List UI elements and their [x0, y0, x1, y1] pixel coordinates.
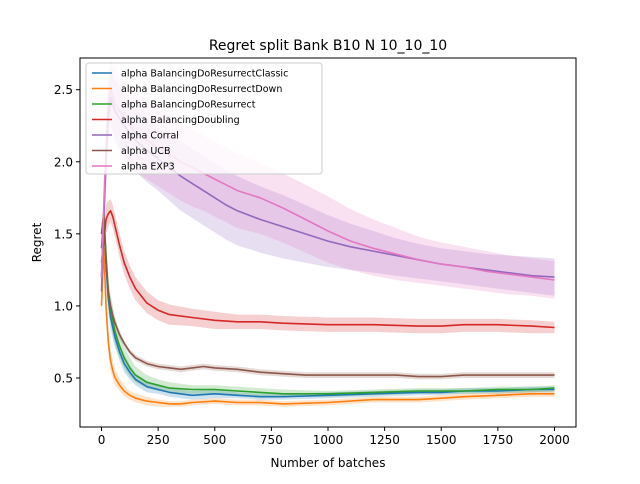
- legend-label-alpha-exp3: alpha EXP3: [121, 162, 175, 173]
- line-alpha-balancingdoresurrectclassic: [100, 218, 555, 398]
- chart-title: Regret split Bank B10 N 10_10_10: [209, 38, 447, 54]
- line-alpha-balancingdoubling: [100, 210, 555, 329]
- x-tick-label: 0: [98, 433, 106, 447]
- y-axis-ticks: 0.5 1.0 1.5 2.0 2.5: [54, 83, 80, 385]
- legend-label-alpha-balancingdoresurrect: alpha BalancingDoResurrect: [121, 100, 256, 111]
- band-alpha-corral: [101, 68, 555, 306]
- y-tick-label: 2.5: [54, 83, 73, 97]
- band-alpha-balancingdoresurrect: [101, 202, 555, 397]
- y-axis-label: Regret: [30, 222, 44, 262]
- x-tick-label: 1250: [369, 433, 400, 447]
- x-tick-label: 2000: [539, 433, 570, 447]
- x-tick-label: 1000: [313, 433, 344, 447]
- legend: alpha BalancingDoResurrectClassic alpha B…: [85, 62, 323, 175]
- line-alpha-ucb: [100, 211, 555, 378]
- legend-label-alpha-balancingdoresurrectdown: alpha BalancingDoResurrectDown: [121, 84, 282, 95]
- y-tick-label: 1.0: [54, 299, 73, 313]
- x-axis-ticks: 0 250 500 750 1000 1250 1500 1750 2000: [98, 427, 570, 447]
- legend-label-alpha-balancingdoresurrectclassic: alpha BalancingDoResurrectClassic: [121, 69, 288, 80]
- legend-label-alpha-corral: alpha Corral: [121, 131, 179, 142]
- x-tick-label: 750: [260, 433, 283, 447]
- y-tick-label: 0.5: [54, 371, 73, 385]
- x-axis-label: Number of batches: [271, 456, 386, 470]
- y-tick-label: 2.0: [54, 155, 73, 169]
- legend-box: [85, 62, 323, 175]
- x-tick-label: 1750: [483, 433, 514, 447]
- x-tick-label: 500: [203, 433, 226, 447]
- band-alpha-balancingdoubling: [101, 199, 555, 334]
- y-tick-label: 1.5: [54, 227, 73, 241]
- legend-label-alpha-balancingdoubling: alpha BalancingDoubling: [121, 115, 240, 126]
- band-alpha-ucb: [101, 205, 555, 380]
- line-alpha-balancingdoresurrectdown: [100, 247, 555, 405]
- legend-label-alpha-ucb: alpha UCB: [121, 146, 170, 157]
- x-tick-label: 1500: [426, 433, 457, 447]
- x-tick-label: 250: [147, 433, 170, 447]
